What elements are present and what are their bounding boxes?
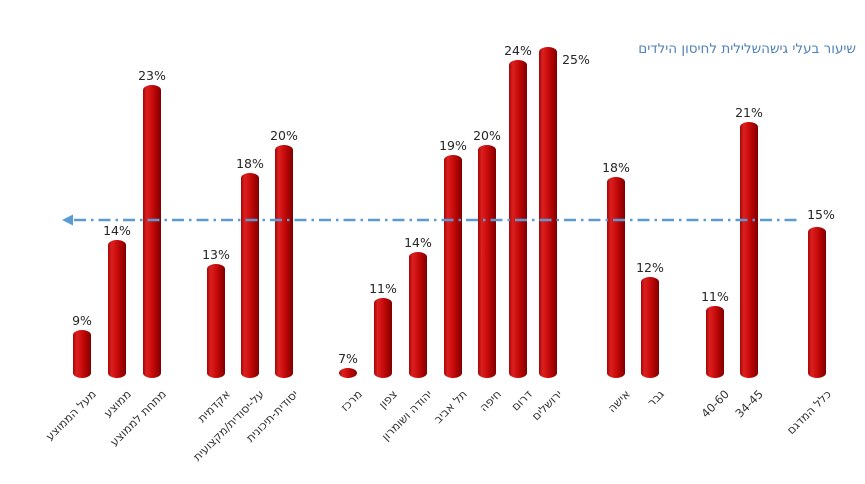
bar-value-label: 25%: [562, 52, 590, 67]
bar: [706, 306, 724, 378]
bar: [409, 252, 427, 378]
bar-value-label: 14%: [103, 223, 131, 238]
bar-value-label: 21%: [735, 105, 763, 120]
bar: [740, 122, 758, 378]
bar: [808, 227, 826, 378]
bar-value-label: 24%: [504, 43, 532, 58]
bar: [641, 277, 659, 378]
bar: [275, 145, 293, 378]
bar: [241, 173, 259, 378]
bar-value-label: 11%: [369, 281, 397, 296]
bar-value-label: 7%: [338, 351, 358, 366]
bar: [73, 330, 91, 378]
bar-value-label: 23%: [138, 68, 166, 83]
arrow-left-icon: [62, 214, 73, 226]
axis-category-label: כלל המדגם: [783, 387, 834, 438]
bar-value-label: 15%: [807, 207, 835, 222]
bar: [444, 155, 462, 378]
bar-value-label: 14%: [404, 235, 432, 250]
bar: [143, 85, 161, 378]
bar-value-label: 12%: [636, 260, 664, 275]
bar: [509, 60, 527, 378]
bar-value-label: 11%: [701, 289, 729, 304]
bar-value-label: 9%: [72, 313, 92, 328]
bar: [607, 177, 625, 378]
bar-value-label: 18%: [236, 156, 264, 171]
bar: [339, 368, 357, 378]
bar: [374, 298, 392, 378]
bar-value-label: 19%: [439, 138, 467, 153]
bar-value-label: 20%: [473, 128, 501, 143]
bar: [108, 240, 126, 378]
bar-value-label: 13%: [202, 247, 230, 262]
bar-value-label: 18%: [602, 160, 630, 175]
bar-value-label: 20%: [270, 128, 298, 143]
bar: [478, 145, 496, 378]
bar: [207, 264, 225, 378]
bar: [539, 47, 557, 378]
chart-title: שיעור בעלי גישהשלילית לחיסון הילדים: [638, 41, 856, 57]
